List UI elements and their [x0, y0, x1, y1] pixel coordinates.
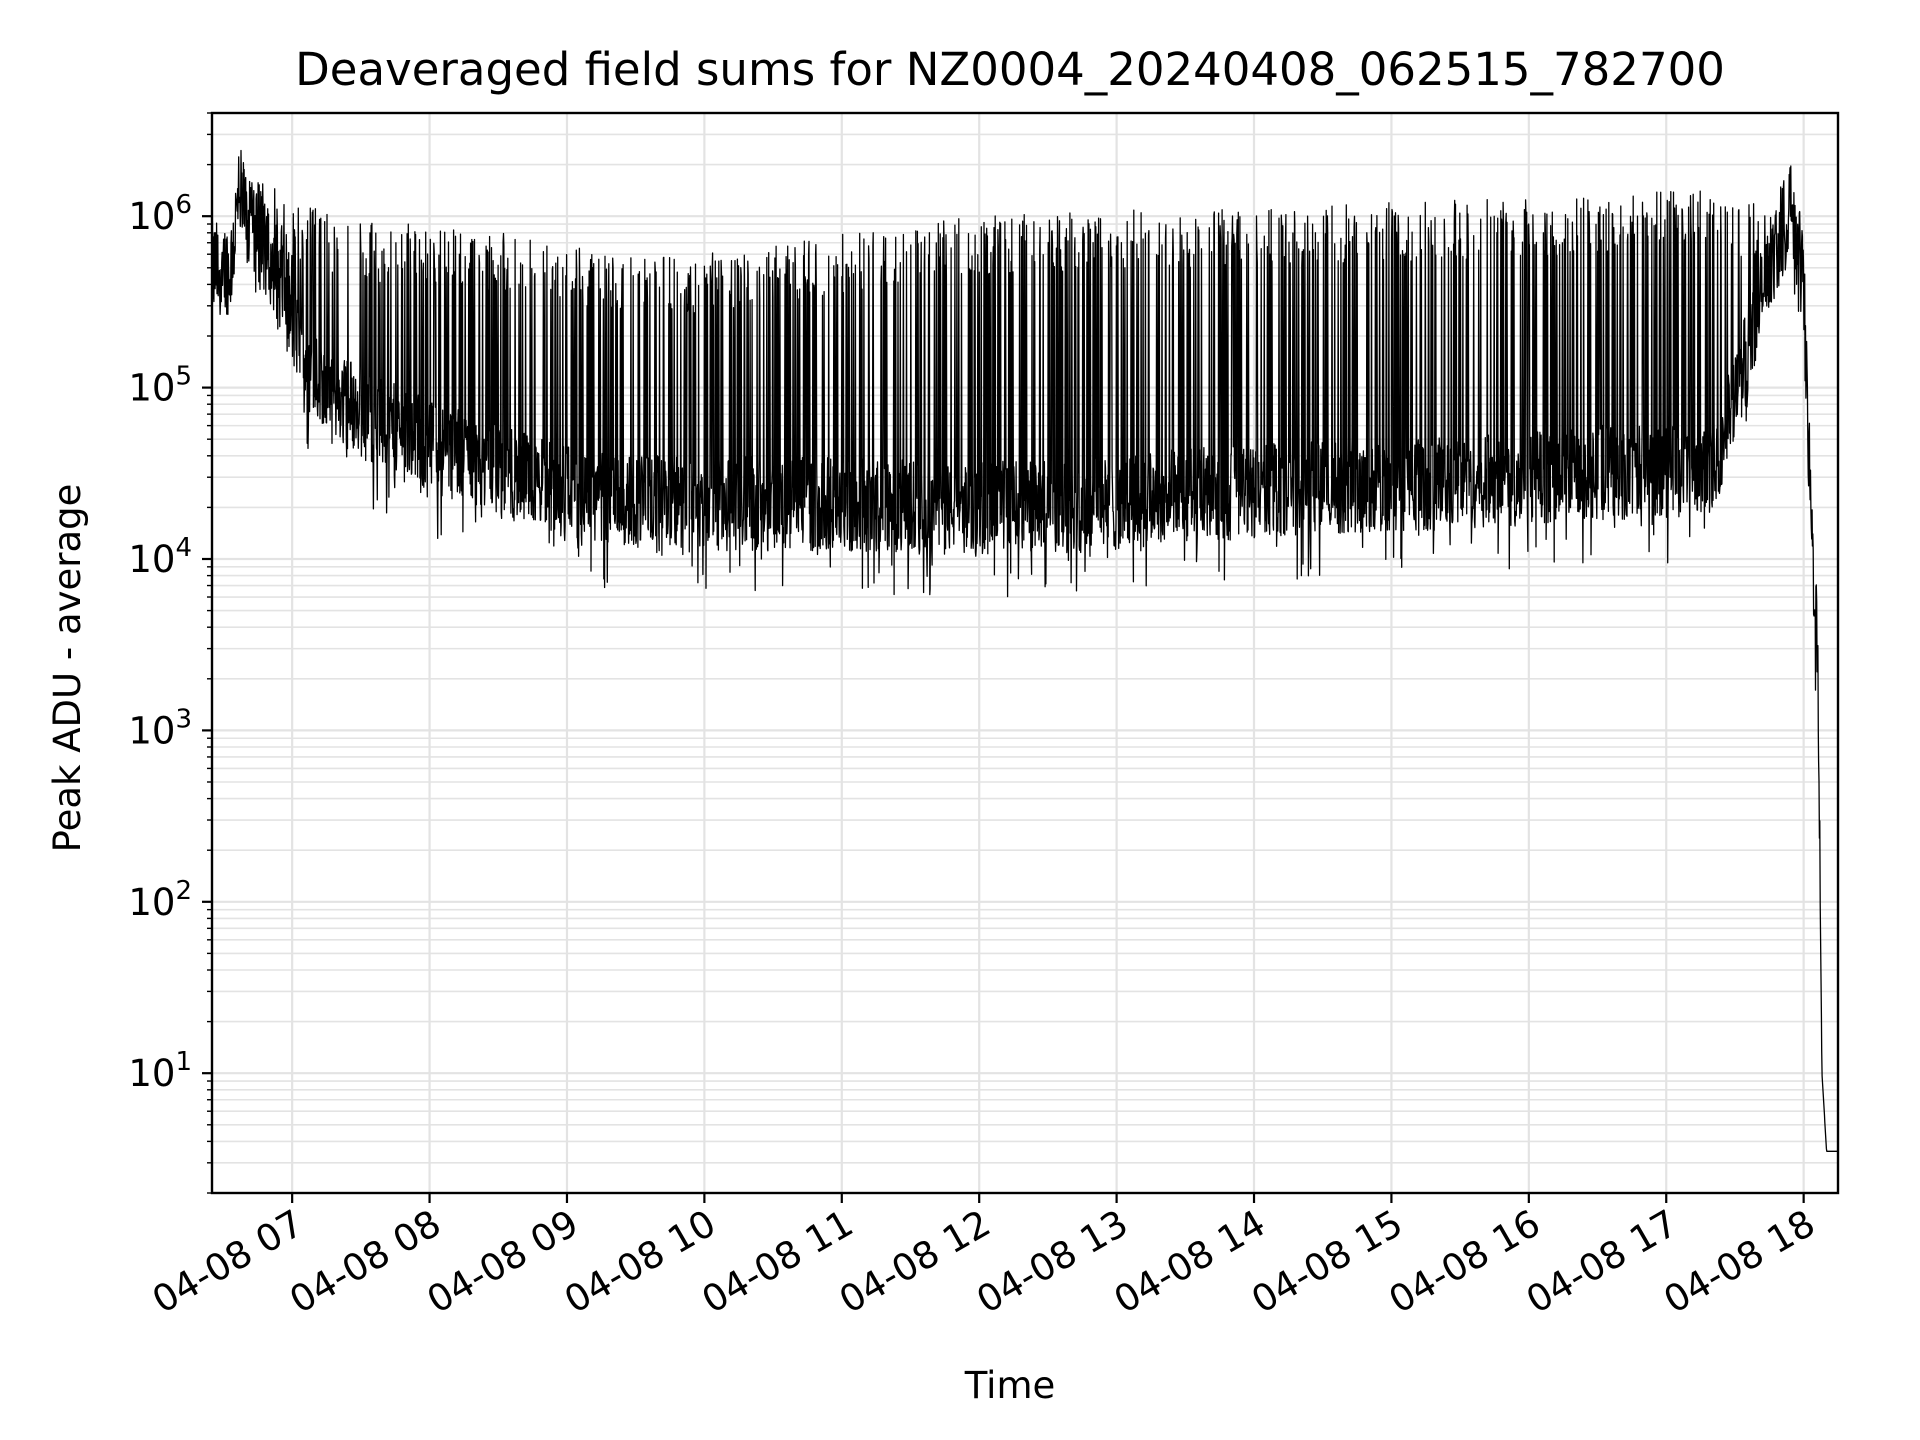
- y-tick-label: 104: [128, 533, 192, 581]
- y-tick-label: 105: [128, 362, 192, 410]
- x-tick-label: 04-08 10: [557, 1202, 723, 1322]
- x-tick-label: 04-08 14: [1107, 1202, 1273, 1322]
- x-tick-label: 04-08 16: [1382, 1202, 1548, 1322]
- x-axis-label: Time: [964, 1364, 1056, 1407]
- x-tick-label: 04-08 08: [282, 1202, 448, 1322]
- x-tick-label: 04-08 11: [695, 1202, 861, 1322]
- x-tick-label: 04-08 12: [832, 1202, 998, 1322]
- x-tick-label: 04-08 13: [970, 1202, 1136, 1322]
- x-tick-label: 04-08 07: [145, 1202, 311, 1322]
- chart-title: Deaveraged field sums for NZ0004_2024040…: [295, 43, 1725, 96]
- x-tick-label: 04-08 17: [1519, 1202, 1685, 1322]
- y-axis-label: Peak ADU - average: [46, 484, 89, 853]
- y-tick-label: 101: [128, 1047, 192, 1095]
- x-tick-label: 04-08 18: [1657, 1202, 1823, 1322]
- y-tick-label: 103: [128, 704, 192, 752]
- y-tick-label: 102: [128, 876, 192, 924]
- series-line: [211, 149, 1839, 1152]
- x-tick-label: 04-08 09: [420, 1202, 586, 1322]
- x-tick-label: 04-08 15: [1244, 1202, 1410, 1322]
- series-layer: [211, 149, 1839, 1152]
- y-tick-label: 106: [128, 190, 192, 238]
- plot-frame: [210, 111, 1840, 1195]
